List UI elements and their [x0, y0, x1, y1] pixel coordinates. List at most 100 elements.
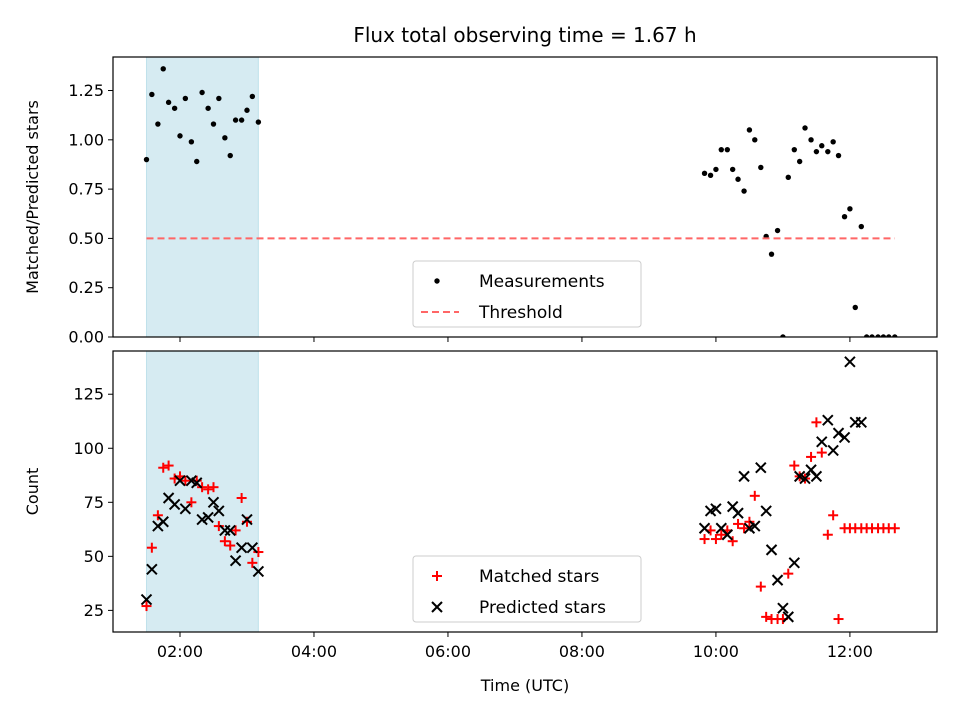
measurements-point: [830, 139, 836, 145]
x-axis-title: Time (UTC): [480, 676, 569, 695]
predicted-stars-point: [732, 507, 744, 519]
legend: Matched stars Predicted stars: [412, 555, 642, 623]
measurements-point: [232, 117, 239, 123]
measurements-point: [238, 117, 245, 123]
y-tick-label: 50: [84, 547, 104, 566]
predicted-stars-point: [782, 611, 794, 623]
matched-stars-point: [755, 581, 766, 592]
predicted-stars-point: [246, 541, 259, 554]
x-tick-label: 04:00: [291, 642, 337, 661]
measurements-point: [701, 170, 708, 177]
predicted-stars-point: [174, 474, 186, 487]
predicted-stars-point: [252, 565, 265, 578]
y-tick-label: 0.25: [68, 278, 104, 297]
y-tick-label: 125: [73, 385, 104, 404]
predicted-stars-point: [235, 541, 248, 554]
shaded-span: [145, 56, 259, 338]
y-tick-label: 0.00: [68, 328, 104, 347]
axes-frame: [112, 350, 938, 633]
predicted-stars-point: [832, 427, 845, 439]
measurements-point: [724, 146, 731, 153]
predicted-stars-point: [765, 544, 778, 556]
matched-stars-point: [253, 547, 264, 558]
legend-label-threshold: Threshold: [478, 303, 563, 323]
measurements-point: [869, 334, 875, 337]
measurements-point: [813, 148, 820, 155]
predicted-stars-point: [822, 414, 834, 426]
legend: Measurements Threshold: [412, 260, 642, 328]
measurements-point: [249, 93, 256, 100]
predicted-stars-point: [157, 516, 169, 528]
measurements-point: [875, 334, 881, 337]
predicted-stars-point: [710, 503, 722, 515]
predicted-stars-point: [191, 477, 203, 489]
legend-symbol-measurements: [434, 278, 440, 284]
matched-stars-point: [789, 460, 800, 471]
measurements-point: [735, 176, 741, 182]
y-tick-label: 1.25: [68, 81, 104, 100]
predicted-stars-point: [224, 524, 236, 537]
matched-stars-point: [213, 521, 224, 532]
predicted-stars-point: [179, 503, 192, 515]
measurements-point: [718, 146, 724, 153]
axes-frame: [112, 56, 938, 338]
y-axis-title: Matched/Predicted stars: [23, 100, 42, 294]
measurements-point: [188, 139, 195, 145]
measurements-point: [825, 148, 831, 155]
x-tick-label: 06:00: [425, 642, 471, 661]
matched-stars-point: [236, 492, 247, 503]
chart-title: Flux total observing time = 1.67 h: [353, 23, 696, 47]
y-tick-label: 0.75: [68, 180, 104, 199]
y-tick-label: 75: [84, 493, 104, 512]
measurements-point: [155, 121, 161, 127]
measurements-point: [227, 152, 233, 159]
legend-label-matched-stars: Matched stars: [479, 567, 599, 587]
measurements-point: [255, 119, 262, 125]
measurements-point: [791, 146, 798, 153]
matched-stars-point: [761, 611, 772, 622]
measurements-point: [841, 214, 848, 220]
measurements-point: [808, 137, 814, 143]
predicted-stars-point: [855, 416, 868, 429]
matched-stars-point: [208, 482, 219, 493]
matched-stars-point: [225, 540, 236, 551]
predicted-stars-point: [760, 505, 772, 517]
measurements-point: [729, 166, 736, 173]
predicted-stars-point: [146, 563, 158, 576]
measurements-point: [199, 89, 205, 96]
measurements-point: [785, 174, 791, 180]
matched-stars-point: [749, 490, 760, 501]
measurements-point: [165, 99, 172, 106]
predicted-stars-point: [229, 554, 242, 567]
matched-stars-point: [739, 523, 750, 534]
predicted-stars-point: [771, 574, 784, 586]
legend-symbol-matched-stars: [432, 571, 442, 581]
matched-stars-point: [180, 475, 191, 486]
predicted-stars-point: [698, 522, 711, 534]
matched-stars-point: [833, 614, 844, 625]
matched-stars-point: [822, 529, 833, 540]
measurements-point: [707, 172, 714, 179]
measurements-point: [852, 304, 858, 311]
predicted-stars-point: [777, 602, 789, 614]
measurements-point: [796, 158, 803, 165]
measurements-point: [171, 105, 178, 111]
measurements-point: [149, 91, 155, 98]
matched-stars-point: [716, 529, 727, 540]
legend-label-predicted-stars: Predicted stars: [479, 598, 606, 618]
matched-stars-point: [141, 601, 152, 612]
measurements-point: [892, 334, 898, 337]
predicted-stars-point: [207, 496, 220, 509]
matched-stars-point: [186, 497, 197, 508]
predicted-stars-point: [844, 356, 856, 368]
measurements-point: [819, 143, 825, 149]
measurements-point: [886, 334, 892, 337]
matched-stars-point: [152, 510, 163, 521]
predicted-stars-point: [749, 520, 761, 532]
predicted-stars-point: [816, 436, 828, 448]
predicted-stars-point: [213, 505, 225, 517]
measurements-point: [847, 206, 853, 212]
matched-stars-point: [699, 534, 710, 545]
panel-bottom: 25 50 75 100 125 02:00 04:00 06:00 08:00 10:00 12:…: [23, 350, 938, 661]
y-tick-label: 25: [84, 601, 104, 620]
